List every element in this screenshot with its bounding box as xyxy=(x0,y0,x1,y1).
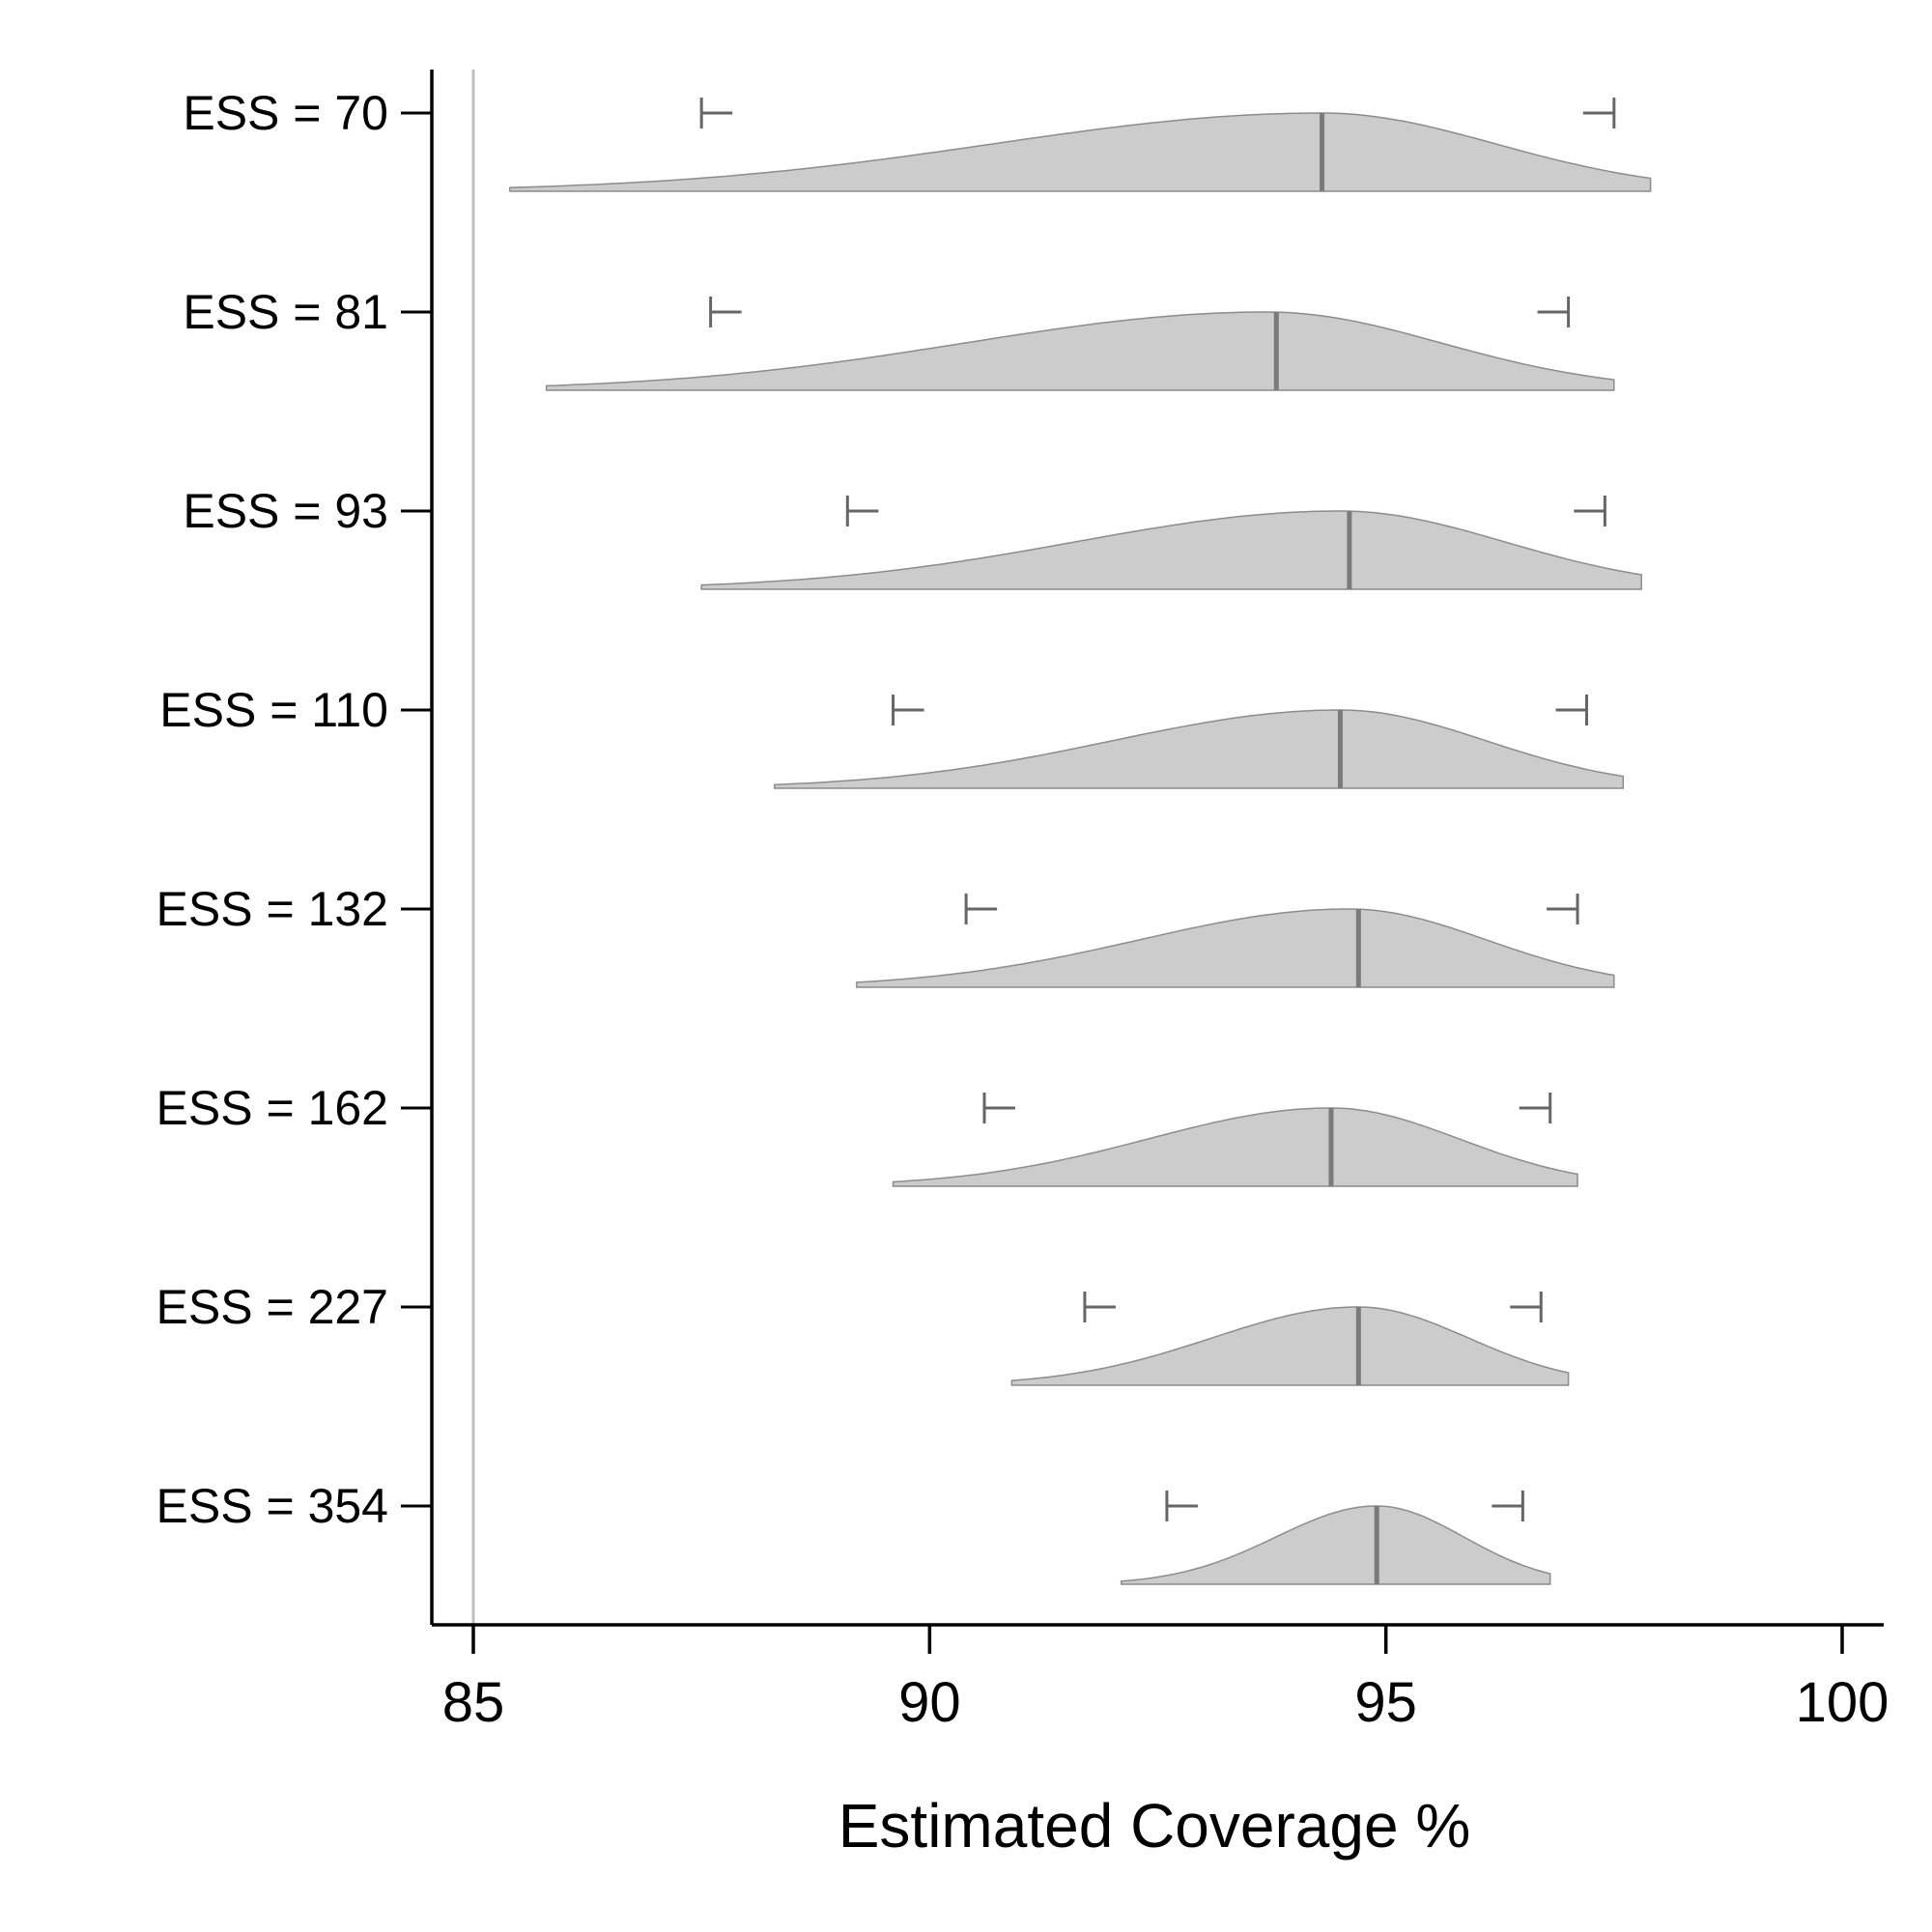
y-tick-label: ESS = 81 xyxy=(183,285,388,339)
y-tick-label: ESS = 70 xyxy=(183,86,388,140)
x-tick-label: 85 xyxy=(442,1671,505,1734)
y-tick-label: ESS = 227 xyxy=(156,1280,388,1334)
density-area xyxy=(1010,1306,1570,1386)
y-tick-label: ESS = 132 xyxy=(156,882,388,936)
y-tick-label: ESS = 93 xyxy=(183,484,388,538)
density-area xyxy=(509,112,1652,192)
density-area xyxy=(700,510,1642,590)
violin-6 xyxy=(892,1093,1578,1187)
x-tick-label: 100 xyxy=(1796,1671,1889,1734)
violin-5 xyxy=(856,894,1615,988)
density-area xyxy=(856,908,1615,988)
y-tick-label: ESS = 354 xyxy=(156,1479,388,1533)
x-tick-label: 90 xyxy=(898,1671,961,1734)
density-area xyxy=(892,1107,1578,1187)
density-area xyxy=(545,311,1615,391)
violin-3 xyxy=(700,496,1642,590)
plot-area xyxy=(471,70,1652,1625)
y-tick-label: ESS = 110 xyxy=(159,683,388,737)
violin-4 xyxy=(773,695,1625,789)
x-tick-label: 95 xyxy=(1354,1671,1417,1734)
violin-7 xyxy=(1010,1292,1570,1386)
density-area xyxy=(1120,1505,1551,1585)
y-tick-label: ESS = 162 xyxy=(156,1081,388,1135)
density-area xyxy=(773,709,1625,789)
violin-2 xyxy=(545,297,1615,391)
violin-8 xyxy=(1120,1491,1551,1585)
x-axis-title: Estimated Coverage % xyxy=(838,1791,1471,1861)
axes: ESS = 70 ESS = 81 ESS = 93 ESS = 110 ESS = 1… xyxy=(156,70,1889,1734)
violin-1 xyxy=(509,98,1652,192)
